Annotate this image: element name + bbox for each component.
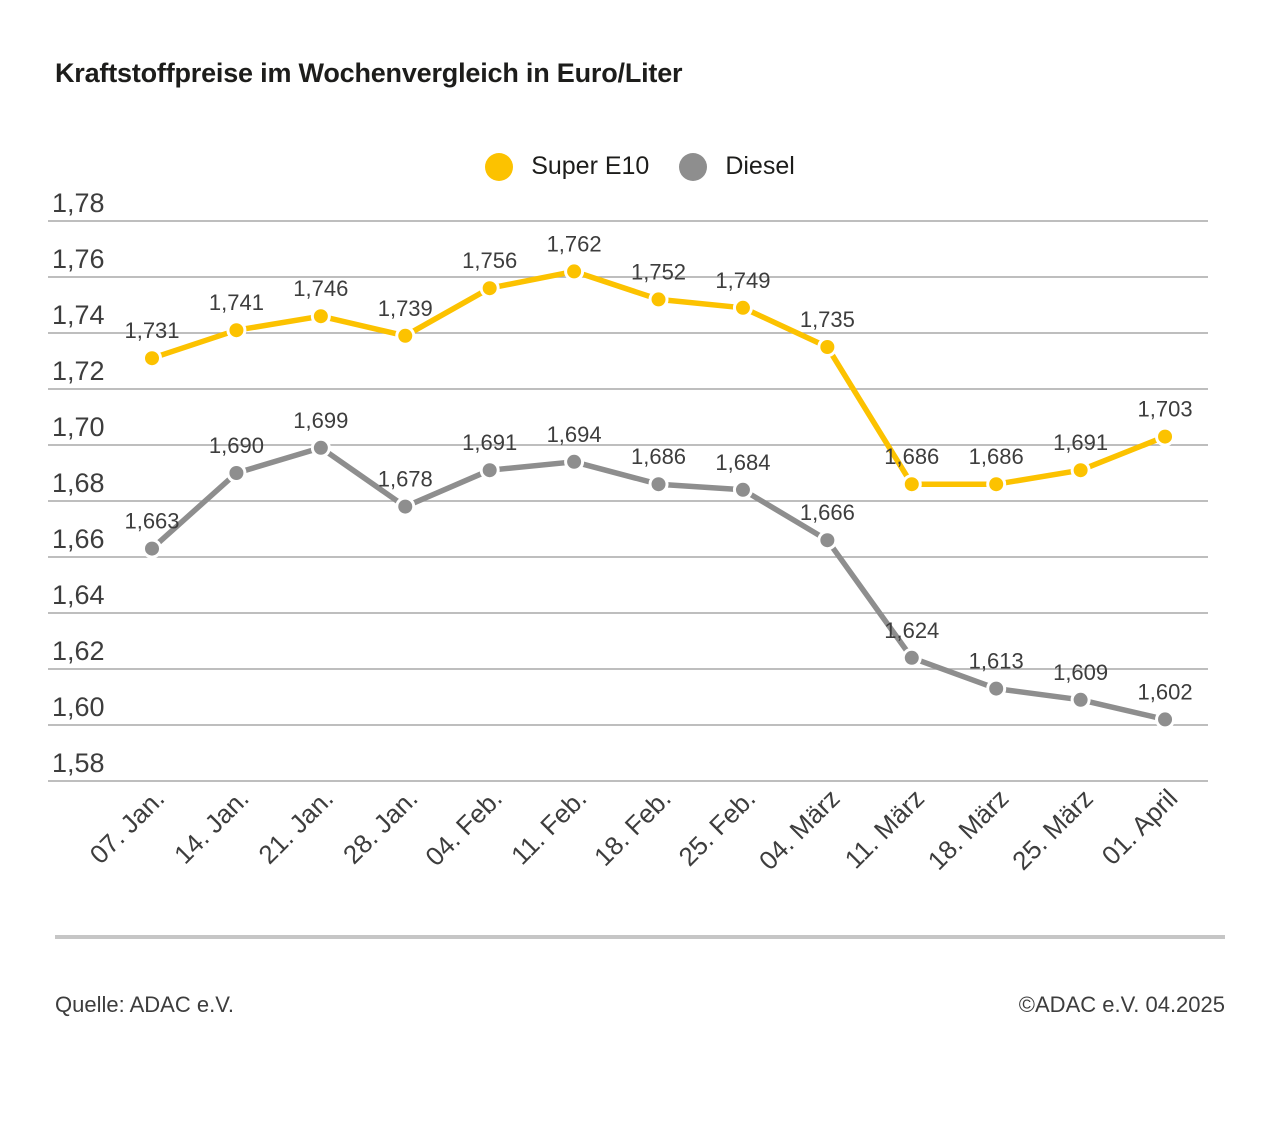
- data-point-value-label: 1,663: [124, 509, 179, 534]
- chart-legend: Super E10 Diesel: [0, 152, 1280, 181]
- y-axis-tick-label: 1,58: [52, 748, 105, 778]
- y-axis-tick-label: 1,74: [52, 300, 105, 330]
- data-point-diesel: [817, 530, 838, 551]
- data-point-super-e10: [901, 474, 922, 495]
- x-axis-tick-label: 07. Jan.: [84, 783, 171, 870]
- data-point-value-label: 1,735: [800, 307, 855, 332]
- data-point-value-label: 1,686: [884, 444, 939, 469]
- x-axis-tick-label: 11. März: [839, 783, 930, 874]
- legend-item-super-e10: Super E10: [485, 152, 649, 181]
- y-axis-tick-label: 1,68: [52, 468, 105, 498]
- data-point-super-e10: [1070, 460, 1091, 481]
- x-axis-tick-label: 04. Feb.: [419, 783, 508, 872]
- data-point-diesel: [732, 479, 753, 500]
- x-axis-tick-label: 18. Feb.: [588, 783, 677, 872]
- data-point-value-label: 1,609: [1053, 660, 1108, 685]
- data-point-value-label: 1,690: [209, 433, 264, 458]
- data-point-value-label: 1,666: [800, 500, 855, 525]
- y-axis-tick-label: 1,66: [52, 524, 105, 554]
- page-title: Kraftstoffpreise im Wochenvergleich in E…: [55, 58, 683, 88]
- data-point-diesel: [395, 496, 416, 517]
- y-axis-tick-label: 1,78: [52, 188, 105, 218]
- data-point-value-label: 1,699: [293, 408, 348, 433]
- fuel-price-line-chart: 1,78 1,76 1,74 1,72 1,70 1,68 1,66 1,64 1,62 1,60…: [48, 188, 1208, 876]
- data-point-super-e10: [986, 474, 1007, 495]
- x-axis-tick-label: 28. Jan.: [337, 783, 424, 870]
- data-point-diesel: [310, 437, 331, 458]
- data-point-super-e10: [1155, 426, 1176, 447]
- data-point-value-label: 1,613: [969, 649, 1024, 674]
- y-axis-tick-label: 1,70: [52, 412, 105, 442]
- data-point-value-label: 1,749: [715, 268, 770, 293]
- data-point-value-label: 1,691: [462, 430, 517, 455]
- y-axis-tick-label: 1,62: [52, 636, 105, 666]
- data-point-value-label: 1,624: [884, 618, 939, 643]
- data-point-diesel: [142, 538, 162, 559]
- source-note: Quelle: ADAC e.V.: [55, 992, 234, 1017]
- x-axis-tick-label: 14. Jan.: [168, 783, 255, 870]
- footer-divider: [55, 935, 1225, 939]
- data-point-value-label: 1,739: [378, 296, 433, 321]
- data-point-diesel: [986, 678, 1007, 699]
- data-point-super-e10: [226, 320, 247, 341]
- data-point-super-e10: [479, 278, 500, 299]
- data-point-super-e10: [817, 337, 838, 357]
- data-point-value-label: 1,731: [124, 318, 179, 343]
- y-axis-tick-label: 1,76: [52, 244, 105, 274]
- data-point-diesel: [564, 451, 585, 472]
- data-point-super-e10: [648, 289, 669, 310]
- legend-label-super-e10: Super E10: [531, 152, 650, 180]
- x-axis-tick-label: 04. März: [753, 783, 846, 876]
- data-point-value-label: 1,703: [1138, 397, 1193, 422]
- data-point-value-label: 1,691: [1053, 430, 1108, 455]
- data-point-diesel: [479, 460, 500, 481]
- data-point-diesel: [648, 474, 669, 495]
- data-point-value-label: 1,678: [378, 467, 433, 492]
- data-point-super-e10: [310, 306, 331, 327]
- y-axis-tick-label: 1,64: [52, 580, 105, 610]
- data-point-super-e10: [564, 261, 585, 282]
- x-axis-tick-label: 21. Jan.: [252, 783, 339, 870]
- data-point-diesel: [226, 463, 247, 483]
- data-point-value-label: 1,694: [547, 422, 602, 447]
- x-axis-tick-label: 25. Feb.: [673, 783, 762, 872]
- data-point-diesel: [1070, 689, 1091, 710]
- data-point-super-e10: [395, 325, 416, 346]
- data-point-value-label: 1,684: [715, 450, 770, 475]
- data-point-value-label: 1,762: [547, 231, 602, 256]
- y-axis-tick-label: 1,60: [52, 692, 105, 722]
- data-point-value-label: 1,741: [209, 290, 264, 315]
- data-point-value-label: 1,686: [969, 444, 1024, 469]
- x-axis-tick-label: 01. April: [1096, 783, 1184, 871]
- data-point-value-label: 1,602: [1138, 679, 1193, 704]
- legend-label-diesel: Diesel: [725, 152, 795, 180]
- x-axis-tick-label: 18. März: [922, 783, 1015, 876]
- data-point-value-label: 1,756: [462, 248, 517, 273]
- legend-swatch-super-e10-icon: [485, 152, 514, 181]
- data-point-diesel: [901, 647, 922, 668]
- legend-item-diesel: Diesel: [679, 152, 795, 181]
- legend-swatch-diesel-icon: [679, 152, 708, 181]
- copyright-note: ©ADAC e.V. 04.2025: [1018, 992, 1225, 1017]
- data-point-super-e10: [732, 297, 753, 318]
- data-point-diesel: [1155, 709, 1176, 730]
- data-point-value-label: 1,686: [631, 444, 686, 469]
- x-axis-tick-label: 25. März: [1006, 783, 1099, 876]
- y-axis-tick-label: 1,72: [52, 356, 105, 386]
- data-point-value-label: 1,746: [293, 276, 348, 301]
- data-point-value-label: 1,752: [631, 259, 686, 284]
- x-axis-tick-label: 11. Feb.: [505, 783, 592, 870]
- data-point-super-e10: [142, 348, 162, 369]
